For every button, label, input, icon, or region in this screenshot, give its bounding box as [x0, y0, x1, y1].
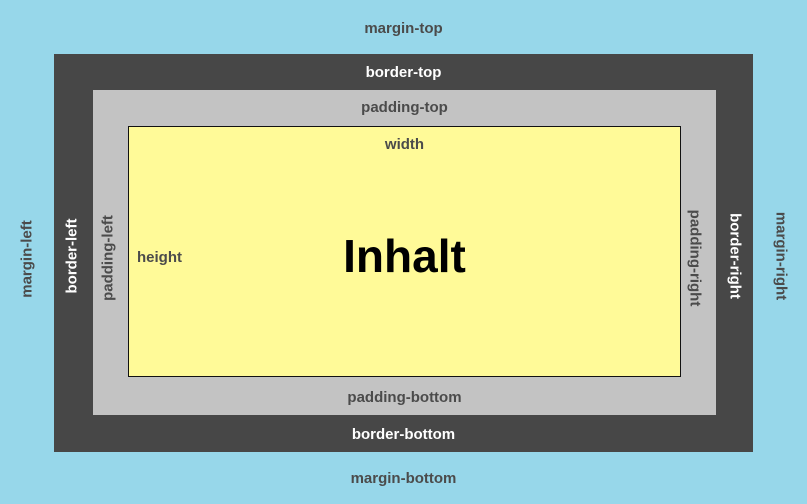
padding-right-label: padding-right	[686, 209, 704, 307]
border-top-label: border-top	[365, 64, 442, 81]
margin-left-label: margin-left	[18, 220, 36, 298]
margin-right-label: margin-right	[772, 211, 790, 301]
padding-left-label: padding-left	[99, 215, 117, 301]
content-label: Inhalt	[343, 230, 466, 282]
margin-bottom-label: margin-bottom	[350, 470, 457, 487]
padding-top-label: padding-top	[361, 99, 448, 116]
margin-top-label: margin-top	[364, 20, 443, 37]
width-label: width	[384, 136, 425, 153]
border-right-label: border-right	[726, 213, 744, 299]
border-bottom-label: border-bottom	[351, 426, 456, 443]
content-area: width height Inhalt	[128, 126, 681, 377]
height-label: height	[137, 249, 182, 266]
padding-bottom-label: padding-bottom	[347, 389, 462, 406]
border-left-label: border-left	[63, 218, 81, 294]
